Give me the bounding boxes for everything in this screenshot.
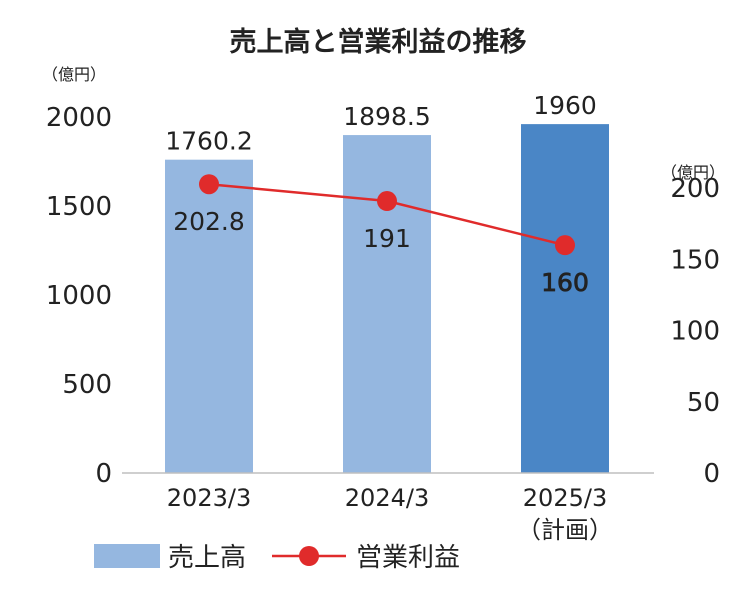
- x-tick-label: 2023/3: [167, 484, 251, 512]
- left-tick-label: 0: [95, 459, 112, 489]
- chart-title: 売上高と営業利益の推移: [230, 26, 527, 58]
- left-tick-label: 1000: [46, 281, 112, 311]
- right-tick-label: 0: [703, 459, 720, 489]
- left-axis-unit: （億円）: [42, 65, 106, 84]
- x-tick-label: 2025/3: [523, 484, 607, 512]
- left-tick-label: 1500: [46, 192, 112, 222]
- profit-marker: [555, 235, 575, 256]
- legend-label-profit: 営業利益: [356, 543, 460, 573]
- legend-label-sales: 売上高: [168, 543, 246, 573]
- profit-data-label: 160: [541, 268, 589, 297]
- profit-data-label: 191: [363, 224, 411, 253]
- profit-data-label: 202.8: [173, 207, 245, 236]
- right-tick-label: 50: [687, 388, 720, 418]
- profit-marker: [199, 174, 219, 195]
- left-tick-label: 500: [62, 370, 112, 400]
- legend: 売上高 営業利益: [94, 543, 460, 573]
- bar-data-labels: 1760.2 1898.5 1960: [165, 91, 597, 156]
- bar-data-label: 1898.5: [343, 102, 430, 131]
- line-series: 202.8 191 160: [173, 174, 589, 298]
- left-axis-ticks: 0 500 1000 1500 2000: [46, 103, 112, 489]
- bar-series: [165, 124, 609, 474]
- right-axis-ticks: 0 50 100 150 200: [670, 174, 720, 489]
- bar-data-label: 1960: [533, 91, 597, 120]
- x-axis-ticks: 2023/3 2024/3 2025/3 （計画）: [167, 484, 613, 544]
- bar-2025/3: [521, 124, 609, 474]
- x-tick-sublabel: （計画）: [517, 516, 613, 544]
- bar-data-label: 1760.2: [165, 127, 252, 156]
- legend-swatch-sales: [94, 544, 160, 568]
- profit-marker: [377, 191, 397, 212]
- legend-marker-profit: [299, 546, 319, 566]
- bar-2024/3: [343, 135, 431, 473]
- x-tick-label: 2024/3: [345, 484, 429, 512]
- right-tick-label: 100: [670, 317, 720, 347]
- right-tick-label: 200: [670, 174, 720, 204]
- bar-2023/3: [165, 159, 253, 474]
- left-tick-label: 2000: [46, 103, 112, 133]
- right-tick-label: 150: [670, 245, 720, 275]
- right-axis-unit: （億円）: [661, 163, 725, 182]
